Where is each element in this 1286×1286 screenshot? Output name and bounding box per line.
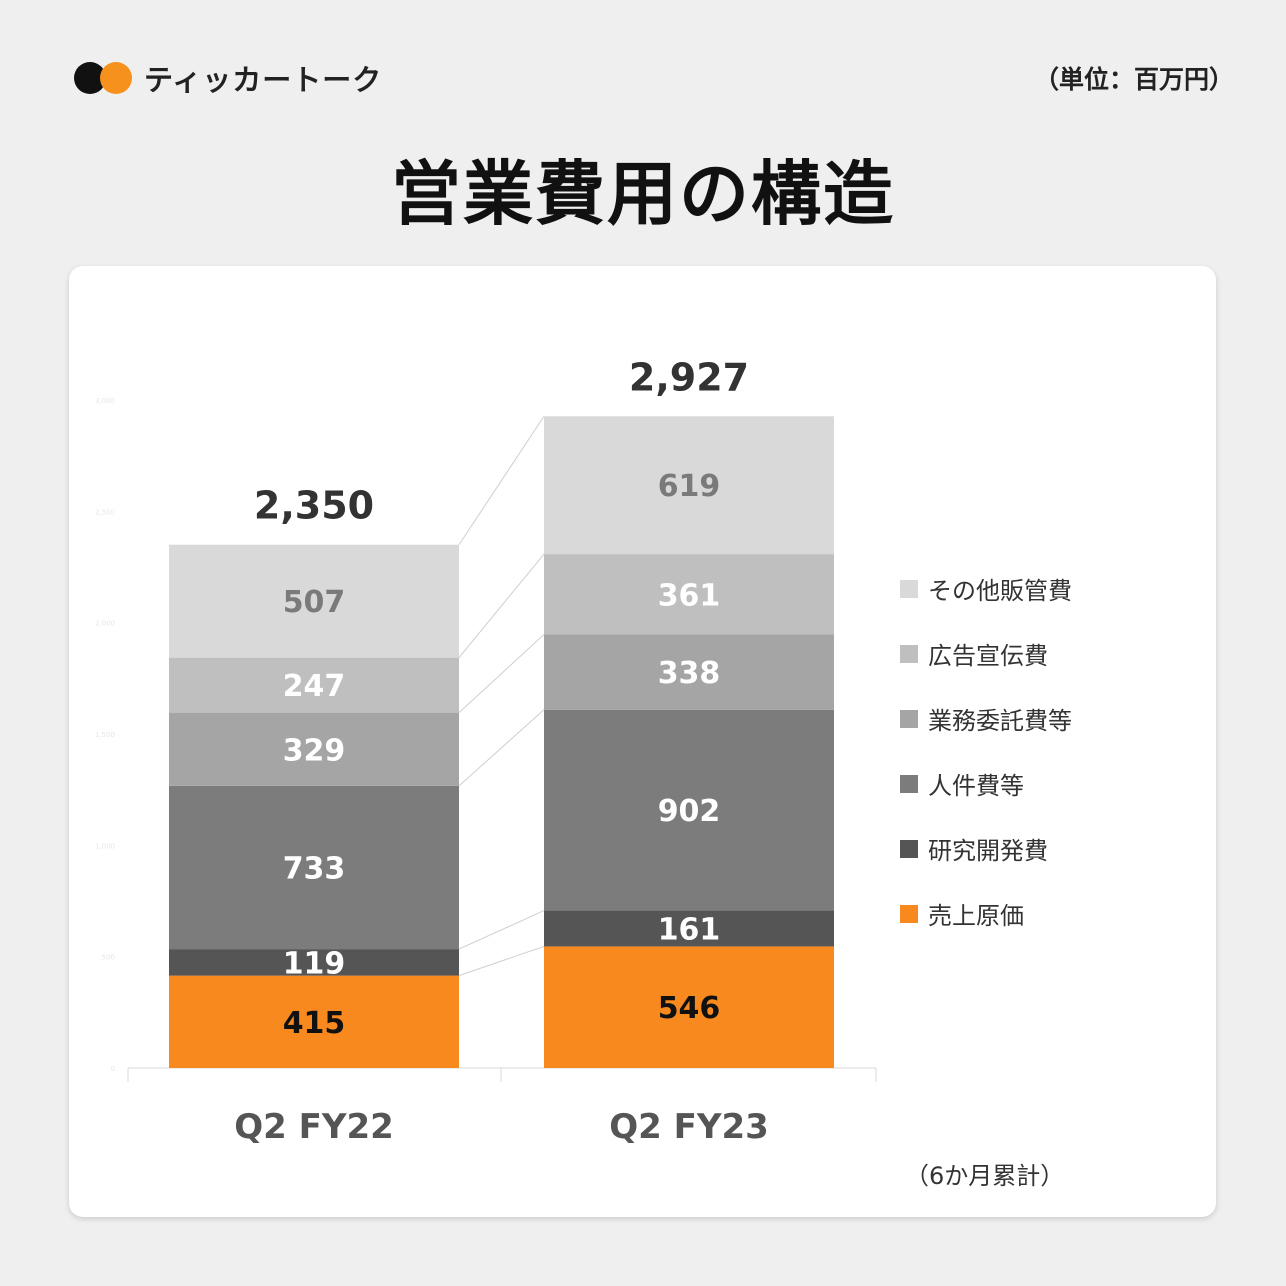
brand-name: ティッカートーク [144, 63, 383, 97]
bar-segment [169, 712, 459, 786]
legend-item: その他販管費 [900, 556, 1072, 621]
data-label: 733 [283, 851, 346, 886]
legend-swatch [900, 579, 918, 598]
legend-label: 人件費等 [928, 772, 1024, 800]
data-label: 247 [283, 669, 346, 704]
data-label: 338 [658, 656, 721, 691]
legend-item: 業務委託費等 [900, 686, 1072, 751]
data-label: 546 [658, 991, 721, 1026]
bar-segment [544, 416, 834, 555]
legend-label: 研究開発費 [928, 837, 1048, 865]
legend-swatch [900, 644, 918, 663]
legend-swatch [900, 709, 918, 728]
bar-segment [169, 657, 459, 713]
data-label: 902 [658, 794, 721, 829]
data-label: 619 [658, 469, 721, 504]
y-tick-label: 500 [102, 954, 115, 962]
bar-segment [544, 554, 834, 635]
connector-line [458, 553, 545, 658]
y-tick-label: 2,500 [95, 508, 115, 516]
bar-segment [169, 785, 459, 950]
y-tick-label: 1,500 [95, 731, 115, 739]
legend-swatch [900, 904, 918, 923]
total-label: 2,927 [629, 355, 749, 399]
legend-item: 人件費等 [900, 751, 1072, 816]
y-tick-label: 3,000 [95, 397, 115, 405]
bar-segment [169, 949, 459, 976]
legend-label: その他販管費 [928, 577, 1072, 605]
data-label: 119 [283, 946, 346, 981]
chart-legend: その他販管費 広告宣伝費業務委託費等 人件費等研究開発費売上原価 [900, 556, 1072, 946]
connector-line [458, 634, 545, 713]
data-label: 415 [283, 1006, 346, 1041]
bar-segment [544, 910, 834, 947]
legend-swatch [900, 839, 918, 858]
bar-segment [169, 544, 459, 658]
category-label: Q2 FY23 [609, 1107, 769, 1147]
total-label: 2,350 [254, 484, 374, 528]
footnote: （6か月累計） [905, 1162, 1065, 1190]
data-label: 361 [658, 578, 721, 613]
legend-label: 広告宣伝費 [928, 642, 1048, 670]
legend-item: 売上原価 [900, 881, 1072, 946]
legend-label: 売上原価 [928, 902, 1024, 930]
data-label: 507 [283, 585, 346, 620]
brand-logo: ティッカートーク [74, 58, 382, 98]
connector-line [458, 709, 545, 787]
connector-line [458, 415, 545, 546]
data-label: 161 [658, 912, 721, 947]
legend-item: 研究開発費 [900, 816, 1072, 881]
bar-segment [169, 975, 459, 1068]
y-tick-label: 2,000 [95, 620, 115, 628]
chart-title: 営業費用の構造 [391, 153, 895, 235]
logo-mark-icon [74, 58, 136, 98]
connector-line [458, 910, 545, 950]
bar-segment [544, 709, 834, 911]
bar-segment [544, 634, 834, 710]
y-tick-label: 1,000 [95, 842, 115, 850]
y-tick-label: 0 [111, 1065, 115, 1073]
data-label: 329 [283, 733, 346, 768]
connector-line [458, 945, 545, 977]
legend-swatch [900, 774, 918, 793]
unit-label: （単位：百万円） [1033, 65, 1234, 94]
bar-segment [544, 946, 834, 1068]
category-label: Q2 FY22 [234, 1107, 394, 1147]
legend-item: 広告宣伝費 [900, 621, 1072, 686]
legend-label: 業務委託費等 [928, 707, 1072, 735]
